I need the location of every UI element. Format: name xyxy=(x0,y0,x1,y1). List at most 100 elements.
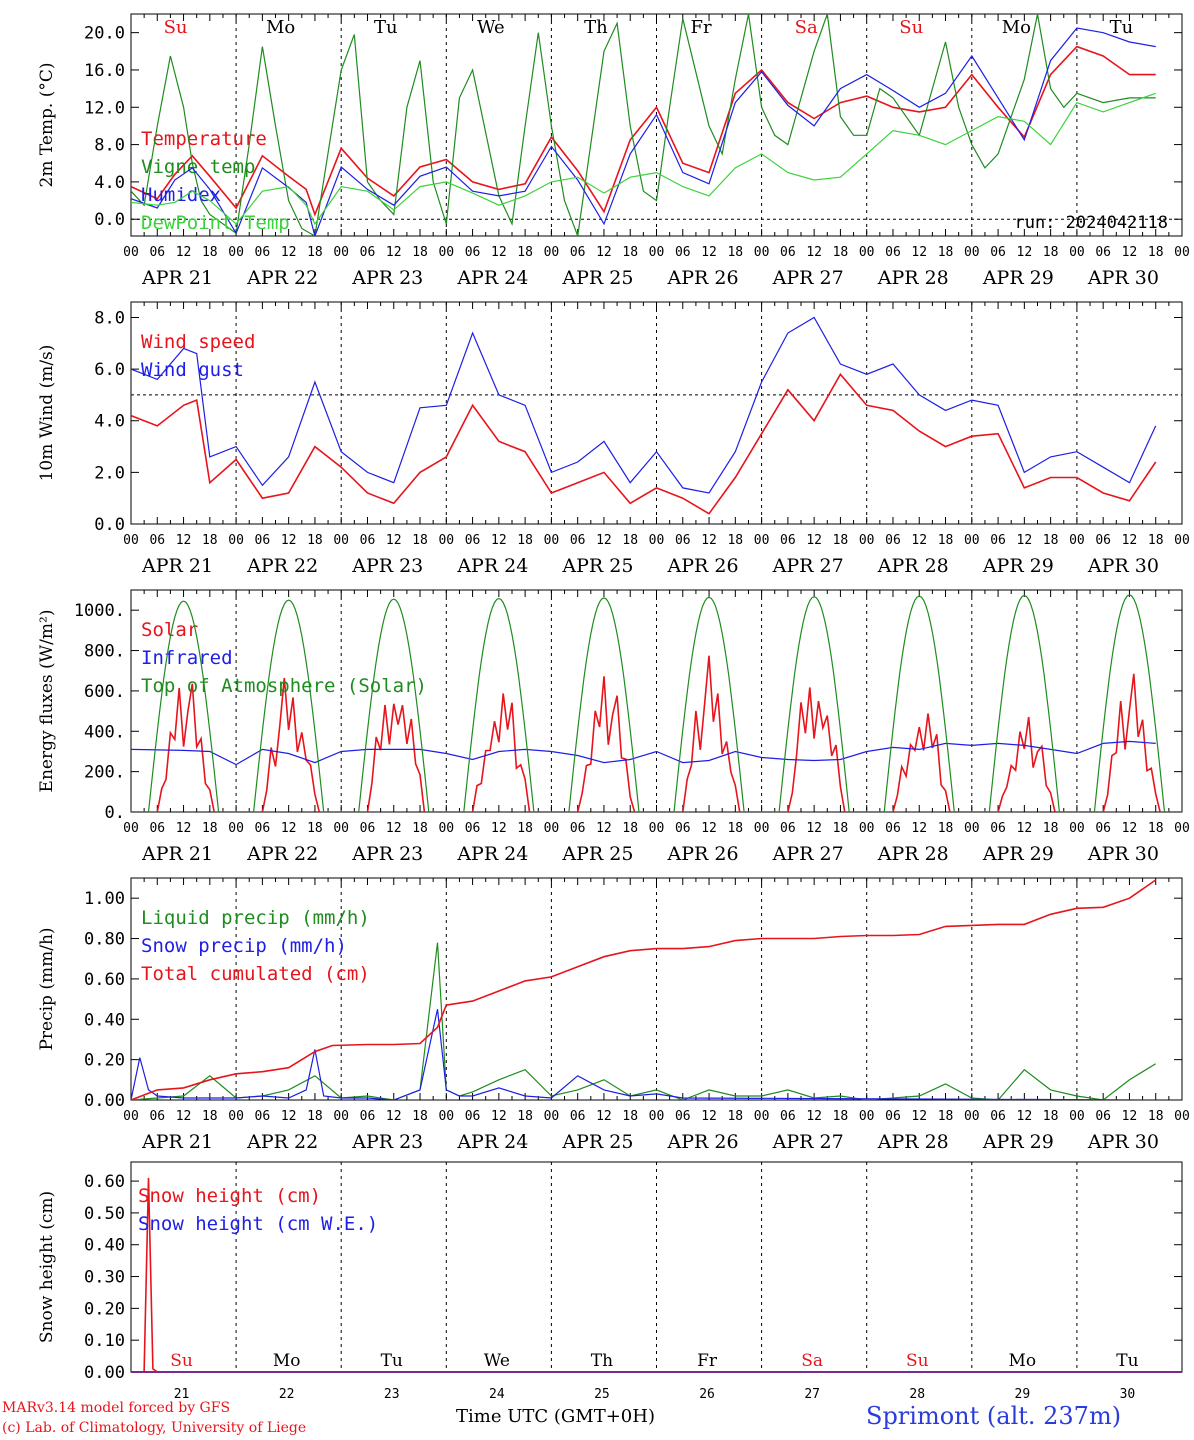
weekday-label: Fr xyxy=(691,17,712,38)
hour-label: 12 xyxy=(911,1109,927,1124)
date-label: APR 26 xyxy=(667,555,739,577)
y-tick-label: 0.0 xyxy=(94,210,125,230)
date-label: APR 30 xyxy=(1087,1131,1159,1153)
hour-label: 06 xyxy=(885,1109,901,1124)
y-tick-label: 12.0 xyxy=(84,98,125,118)
weekday-label: Tu xyxy=(1110,17,1134,38)
hour-label: 00 xyxy=(754,1109,770,1124)
weekday-label: We xyxy=(484,1351,510,1371)
hour-label: 12 xyxy=(806,245,822,260)
y-axis-title: Snow height (cm) xyxy=(37,1191,57,1343)
date-label: APR 22 xyxy=(246,267,318,289)
hour-label: 18 xyxy=(833,821,849,836)
hour-label: 06 xyxy=(675,245,691,260)
series-line xyxy=(131,14,1156,236)
hour-label: 12 xyxy=(911,821,927,836)
hour-label: 00 xyxy=(1069,245,1085,260)
panel-frame xyxy=(130,301,1183,525)
y-tick-label: 600. xyxy=(84,682,125,702)
hour-label: 00 xyxy=(649,821,665,836)
hour-label: 12 xyxy=(1017,1109,1033,1124)
hour-label: 00 xyxy=(754,245,770,260)
y-tick-label: 0.20 xyxy=(84,1051,125,1071)
hour-label: 18 xyxy=(412,245,428,260)
y-tick-label: 16.0 xyxy=(84,61,125,81)
y-tick-label: 1.00 xyxy=(84,889,125,909)
hour-label: 00 xyxy=(964,1109,980,1124)
weekday-label: Th xyxy=(591,1351,613,1371)
date-label: APR 28 xyxy=(877,267,949,289)
day-number-label: 23 xyxy=(384,1387,400,1402)
hour-label: 12 xyxy=(596,821,612,836)
weekday-label: Mo xyxy=(1009,1351,1037,1371)
day-number-label: 30 xyxy=(1120,1387,1136,1402)
hour-label: 00 xyxy=(1069,821,1085,836)
date-label: APR 21 xyxy=(141,1131,213,1153)
series-line xyxy=(131,1177,1156,1372)
hour-label: 06 xyxy=(885,245,901,260)
hour-label: 12 xyxy=(911,245,927,260)
hour-label: 06 xyxy=(675,1109,691,1124)
y-tick-label: 0. xyxy=(105,803,125,823)
date-label: APR 24 xyxy=(456,843,528,865)
hour-label: 00 xyxy=(228,245,244,260)
hour-label: 06 xyxy=(780,821,796,836)
hour-label: 18 xyxy=(517,533,533,548)
hour-label: 06 xyxy=(255,821,271,836)
hour-label: 06 xyxy=(465,245,481,260)
hour-label: 06 xyxy=(360,821,376,836)
hour-label: 00 xyxy=(333,821,349,836)
y-tick-label: 0.0 xyxy=(94,515,125,535)
y-tick-label: 8.0 xyxy=(94,136,125,156)
hour-label: 00 xyxy=(123,1109,139,1124)
panel-frame xyxy=(130,589,1183,813)
hour-label: 12 xyxy=(386,1109,402,1124)
hour-label: 06 xyxy=(780,245,796,260)
weekday-label: Sa xyxy=(801,1351,823,1371)
hour-label: 00 xyxy=(1174,245,1190,260)
y-tick-label: 2.0 xyxy=(94,463,125,483)
hour-label: 00 xyxy=(123,245,139,260)
hour-label: 06 xyxy=(990,821,1006,836)
weekday-label: Su xyxy=(906,1351,929,1371)
y-tick-label: 0.60 xyxy=(84,970,125,990)
hour-label: 06 xyxy=(255,1109,271,1124)
hour-label: 00 xyxy=(123,821,139,836)
y-tick-label: 200. xyxy=(84,763,125,783)
y-tick-label: 800. xyxy=(84,642,125,662)
hour-label: 00 xyxy=(544,533,560,548)
y-tick-label: 0.20 xyxy=(84,1299,125,1319)
y-tick-label: 0.50 xyxy=(84,1204,125,1224)
hour-label: 00 xyxy=(964,533,980,548)
hour-label: 18 xyxy=(727,1109,743,1124)
legend-entry: Total cumulated (cm) xyxy=(141,963,370,985)
hour-label: 12 xyxy=(281,533,297,548)
date-label: APR 30 xyxy=(1087,555,1159,577)
hour-label: 06 xyxy=(149,533,165,548)
date-label: APR 28 xyxy=(877,1131,949,1153)
hour-label: 18 xyxy=(1148,821,1164,836)
hour-label: 00 xyxy=(438,245,454,260)
hour-label: 12 xyxy=(806,533,822,548)
hour-label: 18 xyxy=(622,1109,638,1124)
y-axis-title: Energy fluxes (W/m²) xyxy=(37,610,57,793)
weekday-label: Su xyxy=(164,17,188,38)
footer-lab-line: (c) Lab. of Climatology, University of L… xyxy=(2,1420,307,1436)
hour-label: 18 xyxy=(1043,245,1059,260)
y-tick-label: 20.0 xyxy=(84,24,125,44)
hour-label: 06 xyxy=(1095,533,1111,548)
hour-label: 06 xyxy=(675,533,691,548)
hour-label: 12 xyxy=(1122,533,1138,548)
day-number-label: 28 xyxy=(909,1387,925,1402)
legend-entry: Liquid precip (mm/h) xyxy=(141,907,370,929)
hour-label: 18 xyxy=(412,821,428,836)
day-number-label: 21 xyxy=(174,1387,190,1402)
y-tick-label: 0.10 xyxy=(84,1331,125,1351)
hour-label: 00 xyxy=(1174,1109,1190,1124)
hour-label: 18 xyxy=(307,1109,323,1124)
date-label: APR 22 xyxy=(246,843,318,865)
date-label: APR 25 xyxy=(561,555,633,577)
hour-label: 18 xyxy=(202,245,218,260)
y-tick-label: 0.00 xyxy=(84,1091,125,1111)
date-label: APR 21 xyxy=(141,267,213,289)
